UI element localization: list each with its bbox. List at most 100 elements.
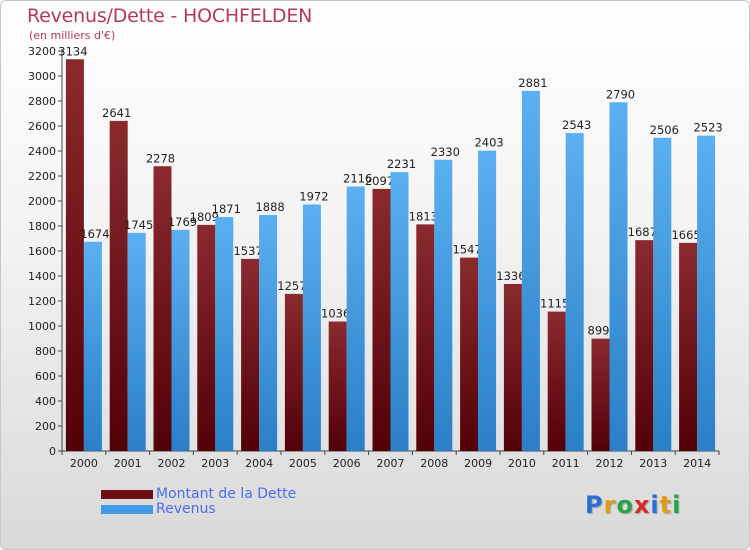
bar-debt (679, 242, 698, 451)
legend-label-debt: Montant de la Dette (156, 486, 297, 502)
data-label-revenue: 2330 (431, 145, 460, 159)
y-tick-label: 1000 (28, 320, 56, 333)
data-label-debt: 1665 (671, 228, 700, 242)
y-tick-label: 400 (35, 395, 56, 408)
bar-debt (591, 338, 610, 451)
bar-revenue (521, 90, 540, 451)
logo-letter: i (672, 491, 682, 519)
data-label-revenue: 1972 (299, 190, 328, 204)
bar-debt (372, 188, 391, 451)
y-tick-label: 3000 (28, 70, 56, 83)
logo-letter: t (659, 491, 673, 519)
x-tick-label: 2009 (464, 457, 492, 470)
x-tick-label: 2008 (420, 457, 448, 470)
y-tick-label: 3200 (28, 45, 56, 58)
y-tick-label: 600 (35, 370, 56, 383)
y-tick-label: 2400 (28, 145, 56, 158)
data-label-revenue: 2881 (518, 76, 547, 90)
y-tick-label: 1200 (28, 295, 56, 308)
data-label-revenue: 2116 (343, 172, 372, 186)
x-tick-label: 2011 (552, 457, 580, 470)
bar-debt (109, 120, 128, 451)
bar-debt (416, 224, 435, 451)
data-label-revenue: 1888 (255, 200, 284, 214)
logo-letter: P (585, 491, 604, 519)
logo-letter: r (603, 491, 617, 519)
chart-subtitle: (en milliers d'€) (29, 29, 116, 42)
data-label-debt: 2097 (365, 174, 394, 188)
y-tick-label: 800 (35, 345, 56, 358)
legend-label-revenue: Revenus (156, 501, 216, 517)
data-label-debt: 1537 (233, 244, 262, 258)
bar-debt (153, 166, 172, 451)
data-label-debt: 1036 (321, 307, 350, 321)
x-tick-label: 2005 (289, 457, 317, 470)
x-tick-label: 2002 (158, 457, 186, 470)
y-tick-label: 1600 (28, 245, 56, 258)
y-tick-label: 2600 (28, 120, 56, 133)
data-label-revenue: 2506 (650, 123, 679, 137)
proxiti-logo: Proxiti (585, 491, 681, 519)
y-tick-label: 2000 (28, 195, 56, 208)
x-tick-label: 2010 (508, 457, 536, 470)
data-label-debt: 899 (588, 324, 610, 338)
bar-revenue (609, 102, 628, 451)
bar-debt (460, 257, 479, 451)
bar-revenue (259, 215, 278, 451)
x-tick-label: 2006 (333, 457, 361, 470)
data-label-revenue: 2790 (606, 87, 635, 101)
x-tick-label: 2003 (201, 457, 229, 470)
bar-revenue (390, 172, 409, 451)
y-tick-label: 1800 (28, 220, 56, 233)
data-label-revenue: 1871 (212, 202, 241, 216)
bar-revenue (478, 150, 497, 451)
bar-revenue (215, 217, 234, 451)
data-label-revenue: 1745 (124, 218, 153, 232)
data-label-debt: 3134 (58, 44, 87, 58)
bar-debt (65, 59, 84, 451)
bar-debt (635, 240, 654, 451)
x-tick-label: 2014 (683, 457, 711, 470)
data-label-revenue: 1674 (80, 227, 109, 241)
bar-revenue (565, 133, 584, 451)
data-label-revenue: 2231 (387, 157, 416, 171)
data-label-revenue: 2543 (562, 118, 591, 132)
data-label-debt: 1687 (628, 225, 657, 239)
data-label-revenue: 2403 (474, 136, 503, 150)
bar-revenue (653, 137, 672, 451)
bar-revenue (346, 186, 365, 451)
bar-debt (328, 321, 347, 451)
bar-debt (547, 311, 566, 451)
y-tick-label: 200 (35, 420, 56, 433)
data-label-debt: 1257 (277, 279, 306, 293)
data-label-debt: 2278 (146, 151, 175, 165)
bar-debt (241, 258, 260, 451)
bar-debt (284, 293, 303, 451)
bar-revenue (302, 204, 321, 451)
x-tick-label: 2004 (245, 457, 273, 470)
data-label-debt: 1809 (190, 210, 219, 224)
x-tick-label: 2007 (377, 457, 405, 470)
x-tick-label: 2000 (70, 457, 98, 470)
data-label-debt: 1115 (540, 297, 569, 311)
x-tick-label: 2013 (639, 457, 667, 470)
chart-title: Revenus/Dette - HOCHFELDEN (27, 5, 313, 27)
y-tick-label: 2200 (28, 170, 56, 183)
bar-debt (197, 224, 216, 451)
data-label-debt: 1547 (452, 243, 481, 257)
x-tick-label: 2012 (596, 457, 624, 470)
bar-revenue (127, 232, 146, 451)
logo-letter: i (650, 491, 660, 519)
legend-swatch-debt (101, 490, 153, 499)
logo-letter: o (616, 491, 634, 519)
logo-letter: x (633, 491, 651, 519)
bar-revenue (171, 229, 190, 451)
data-label-debt: 1813 (409, 209, 438, 223)
y-tick-label: 1400 (28, 270, 56, 283)
bar-revenue (434, 159, 453, 451)
y-tick-label: 0 (49, 445, 56, 458)
x-tick-label: 2001 (114, 457, 142, 470)
bar-debt (503, 284, 522, 451)
